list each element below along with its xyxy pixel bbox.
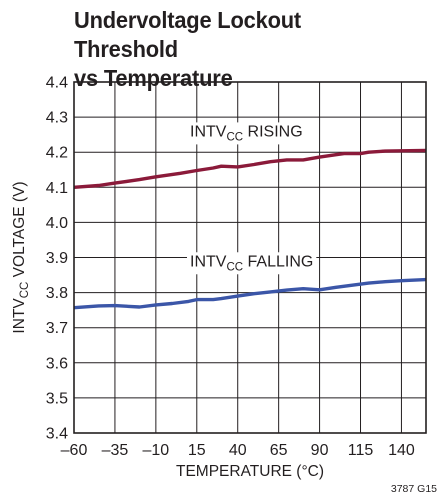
y-tick-label: 4.1 (46, 180, 68, 197)
x-tick-label: –60 (61, 442, 88, 459)
series-label-suffix: FALLING (243, 253, 313, 270)
series-label-prefix: INTV (190, 123, 227, 140)
y-axis-label-prefix: INTV (11, 298, 28, 334)
x-tick-label: –35 (102, 442, 129, 459)
series-label-1: INTVCC FALLING (190, 253, 313, 273)
x-tick-label: –10 (143, 442, 170, 459)
y-tick-label: 4.2 (46, 145, 68, 162)
series-label-0: INTVCC RISING (190, 123, 303, 143)
series-label-sub: CC (226, 131, 243, 143)
series-label-suffix: RISING (243, 123, 303, 140)
y-tick-label: 3.6 (46, 355, 68, 372)
y-tick-label: 3.9 (46, 250, 68, 267)
y-tick-label: 3.5 (46, 390, 68, 407)
y-tick-label: 3.7 (46, 320, 68, 337)
x-axis-label: TEMPERATURE (°C) (176, 463, 324, 480)
series-label-prefix: INTV (190, 253, 227, 270)
series-line-1 (73, 277, 427, 310)
y-tick-label: 4.3 (46, 110, 68, 127)
x-tick-labels: –60 –35 –10 15 40 65 90 115 140 (61, 442, 415, 459)
figure-code: 3787 G15 (391, 483, 437, 495)
y-tick-labels: 3.4 3.5 3.6 3.7 3.8 3.9 4.0 4.1 4.2 4.3 4.4 (46, 75, 68, 443)
chart-title-line-2: vs Temperature (74, 65, 233, 91)
chart-title: Undervoltage Lockout Threshold vs Temper… (74, 6, 409, 93)
plot-frame (73, 81, 427, 434)
series-label-bg-1 (187, 252, 317, 275)
series-label-sub: CC (226, 261, 243, 273)
x-tick-label: 90 (311, 442, 329, 459)
y-tick-label: 4.4 (46, 75, 68, 92)
y-tick-label: 3.4 (46, 426, 68, 443)
series-layer (73, 148, 427, 310)
chart-title-line-1: Undervoltage Lockout Threshold (74, 7, 302, 62)
y-tick-label: 3.8 (46, 285, 68, 302)
x-tick-label: 115 (348, 442, 374, 459)
y-axis-label-suffix: VOLTAGE (V) (11, 181, 28, 281)
y-tick-label: 4.0 (46, 215, 68, 232)
x-tick-label: 140 (388, 442, 415, 459)
y-axis-label: INTVCC VOLTAGE (V) (11, 181, 31, 333)
x-tick-label: 65 (270, 442, 288, 459)
x-tick-label: 15 (188, 442, 206, 459)
series-line-0 (73, 148, 427, 189)
x-tick-label: 40 (229, 442, 247, 459)
y-axis-label-sub: CC (19, 282, 31, 299)
series-label-bg-0 (187, 122, 306, 145)
